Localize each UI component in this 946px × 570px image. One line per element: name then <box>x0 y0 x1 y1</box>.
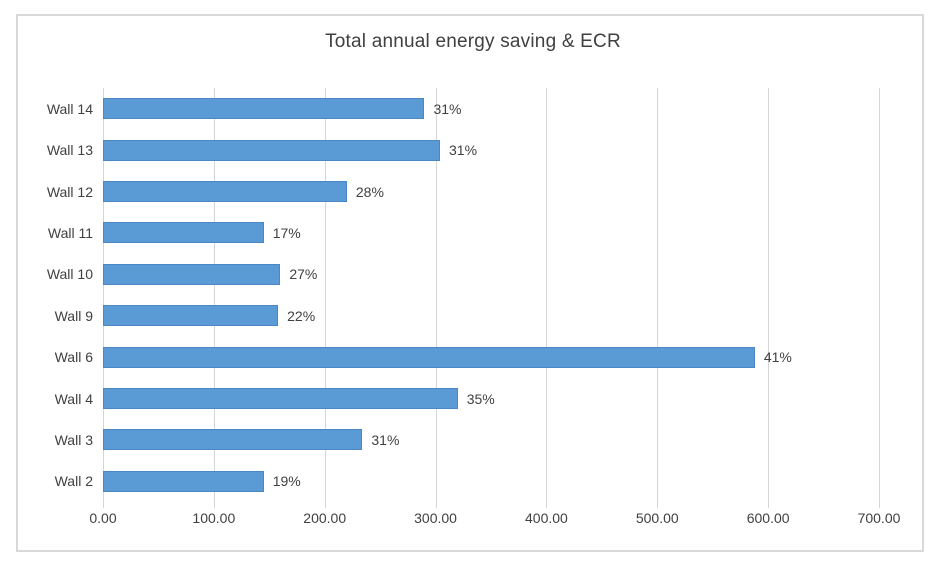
x-axis-tick-label: 400.00 <box>525 510 568 526</box>
y-axis-category-label: Wall 6 <box>54 349 93 366</box>
y-axis-category-label: Wall 12 <box>46 183 93 200</box>
bar-data-label: 31% <box>433 100 462 117</box>
y-axis-category-label: Wall 2 <box>54 473 93 490</box>
x-axis-tick-label: 700.00 <box>857 510 901 526</box>
gridline <box>879 88 880 502</box>
bar <box>103 470 264 492</box>
axis-tick <box>103 502 104 508</box>
bar-data-label: 28% <box>355 183 384 200</box>
x-axis-tick-label: 600.00 <box>746 510 790 526</box>
bar-data-label: 22% <box>287 307 316 324</box>
gridline <box>103 88 104 502</box>
gridline <box>546 88 548 502</box>
axis-tick <box>657 502 659 508</box>
axis-tick <box>213 502 215 508</box>
x-axis-tick-label: 300.00 <box>414 510 457 526</box>
x-axis-tick-label: 200.00 <box>303 510 347 526</box>
axis-tick <box>324 502 326 508</box>
gridline <box>324 88 326 502</box>
chart-title: Total annual energy saving & ECR <box>325 31 621 52</box>
axis-tick <box>546 502 548 508</box>
bar-data-label: 35% <box>466 390 495 407</box>
bar-data-label: 17% <box>272 224 301 241</box>
gridline <box>657 88 659 502</box>
bar <box>103 388 458 409</box>
bar <box>103 139 440 161</box>
y-axis-category-label: Wall 13 <box>46 142 93 159</box>
bar <box>103 346 755 368</box>
axis-tick <box>879 502 880 508</box>
x-axis-tick-label: 0.00 <box>89 510 117 526</box>
gridline <box>435 88 437 502</box>
y-axis-category-label: Wall 11 <box>47 224 93 241</box>
axis-tick <box>768 502 770 508</box>
y-axis-category-label: Wall 9 <box>54 307 93 324</box>
bar <box>103 305 279 327</box>
bar <box>103 263 281 285</box>
bar-data-label: 41% <box>763 349 792 366</box>
y-axis-category-label: Wall 10 <box>46 266 93 283</box>
bar <box>103 98 425 120</box>
axis-tick <box>435 502 437 508</box>
bar <box>103 222 264 244</box>
y-axis-category-label: Wall 3 <box>54 431 93 448</box>
x-axis-tick-label: 500.00 <box>635 510 679 526</box>
y-axis-category-label: Wall 14 <box>46 100 93 117</box>
gridline <box>213 88 215 502</box>
bar <box>103 429 363 451</box>
bar-data-label: 19% <box>272 473 301 490</box>
bar-data-label: 31% <box>449 142 478 159</box>
bar-data-label: 27% <box>289 266 318 283</box>
bar <box>103 181 347 202</box>
x-axis-tick-label: 100.00 <box>192 510 236 526</box>
bar-data-label: 31% <box>371 431 400 448</box>
gridline <box>768 88 770 502</box>
y-axis-category-label: Wall 4 <box>54 390 93 407</box>
